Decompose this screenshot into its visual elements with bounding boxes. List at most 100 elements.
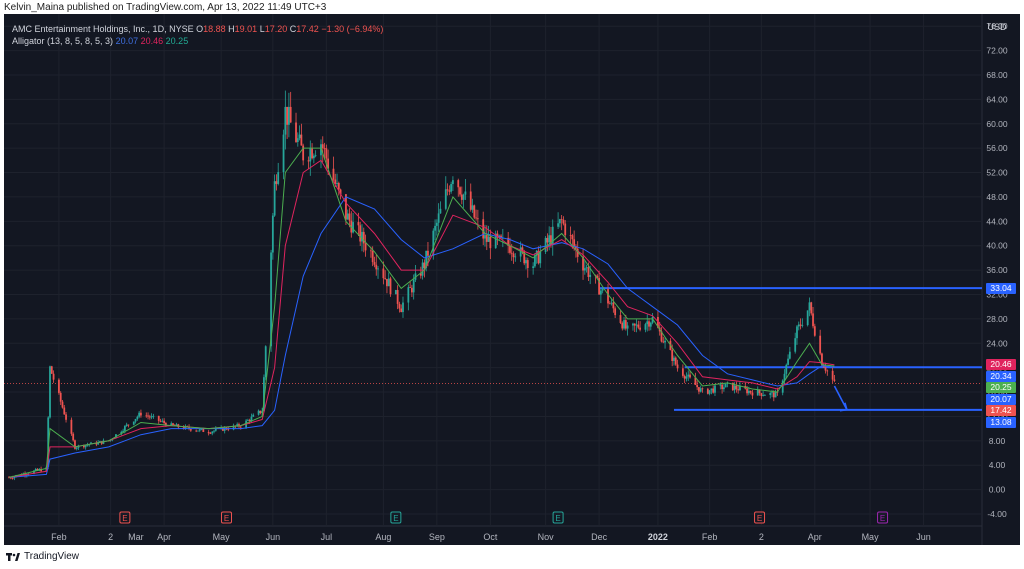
candle-body	[239, 426, 242, 428]
candle-body	[539, 251, 542, 264]
candle-body	[150, 416, 153, 418]
candle-body	[749, 390, 752, 393]
candle-body	[359, 225, 362, 242]
candle-body	[494, 233, 497, 249]
candle-body	[320, 144, 322, 156]
x-tick-label: Apr	[808, 532, 822, 542]
candle-body	[84, 445, 87, 448]
price-tag: 20.34	[986, 370, 1016, 382]
candle-body	[58, 379, 60, 393]
candle-body	[352, 222, 354, 233]
candle-body	[485, 235, 488, 242]
candle-body	[644, 324, 647, 330]
candle-body	[459, 187, 461, 195]
y-tick-label: 48.00	[986, 192, 1008, 202]
candle-body	[537, 250, 540, 264]
candle-body	[626, 325, 629, 329]
candle-body	[252, 414, 255, 417]
candle-body	[514, 256, 517, 258]
candle-body	[47, 417, 50, 467]
alligator-teeth-line	[8, 159, 835, 478]
candle-body	[571, 235, 574, 240]
candle-body	[115, 434, 117, 438]
candle-body	[550, 235, 552, 245]
x-tick-label: Dec	[591, 532, 608, 542]
candle-body	[551, 226, 554, 245]
candle-body	[532, 266, 535, 268]
candle-body	[788, 351, 791, 359]
candle-body	[286, 106, 289, 125]
candle-body	[452, 180, 454, 185]
candle-body	[448, 190, 451, 192]
x-tick-label: 2022	[648, 532, 668, 542]
candle-body	[724, 383, 727, 388]
candle-body	[569, 235, 572, 236]
candle-body	[760, 393, 763, 396]
candle-body	[147, 415, 149, 417]
candle-body	[735, 385, 738, 390]
candle-body	[439, 208, 442, 214]
candle-body	[257, 410, 260, 415]
candle-body	[575, 246, 577, 249]
candle-body	[325, 148, 328, 159]
y-tick-label: 56.00	[986, 143, 1008, 153]
lips-value: 20.25	[165, 36, 189, 46]
candle-body	[639, 327, 642, 330]
close-value: 17.42	[296, 24, 319, 34]
earnings-marker-label: E	[880, 514, 885, 523]
candle-body	[756, 389, 759, 396]
candle-body	[701, 388, 704, 390]
candle-body	[564, 223, 567, 236]
candle-body	[36, 468, 39, 471]
candle-body	[357, 222, 360, 226]
candle-body	[762, 395, 765, 396]
candle-body	[207, 431, 210, 434]
earnings-marker-label: E	[555, 514, 560, 523]
candle-body	[214, 428, 217, 431]
candle-body	[635, 324, 638, 326]
candle-body	[161, 420, 164, 422]
candle-body	[519, 247, 522, 257]
candle-body	[797, 324, 800, 327]
candle-body	[120, 431, 123, 435]
candle-body	[712, 388, 715, 393]
candle-body	[583, 268, 586, 271]
candle-body	[148, 416, 151, 418]
candle-body	[122, 430, 124, 432]
candle-body	[681, 368, 684, 376]
forecast-arrowhead	[839, 402, 848, 412]
candle-body	[259, 410, 262, 414]
candle-body	[510, 252, 513, 254]
candle-body	[63, 407, 66, 415]
candle-body	[389, 278, 392, 295]
candle-body	[573, 239, 576, 247]
candle-body	[123, 426, 126, 431]
candle-body	[637, 324, 640, 328]
candle-body	[99, 441, 101, 443]
candle-body	[664, 340, 666, 343]
candle-body	[598, 277, 600, 295]
candle-body	[489, 236, 492, 249]
y-tick-label: 72.00	[986, 46, 1008, 56]
candle-body	[649, 322, 652, 327]
candle-body	[525, 260, 527, 264]
candle-body	[557, 223, 559, 227]
candle-body	[808, 302, 811, 311]
candle-body	[387, 278, 390, 287]
chart-panel[interactable]: 76.00 72.00 68.00 64.00 60.00 56.00 52.00 48.00…	[4, 14, 1020, 545]
candle-body	[599, 290, 602, 295]
candle-body	[346, 213, 349, 220]
candle-body	[138, 412, 141, 417]
candle-body	[444, 189, 447, 209]
candle-body	[284, 106, 287, 135]
candle-body	[651, 316, 654, 323]
change-value: −1.30 (−6.94%)	[321, 24, 384, 34]
candle-body	[673, 357, 675, 361]
candle-body	[674, 357, 677, 365]
candle-body	[52, 373, 55, 380]
candle-body	[560, 219, 563, 220]
jaw-value: 20.07	[115, 36, 139, 46]
chart-svg[interactable]: 76.00 72.00 68.00 64.00 60.00 56.00 52.00 48.00…	[4, 14, 1020, 545]
candle-body	[758, 389, 761, 394]
x-tick-label: Mar	[128, 532, 144, 542]
